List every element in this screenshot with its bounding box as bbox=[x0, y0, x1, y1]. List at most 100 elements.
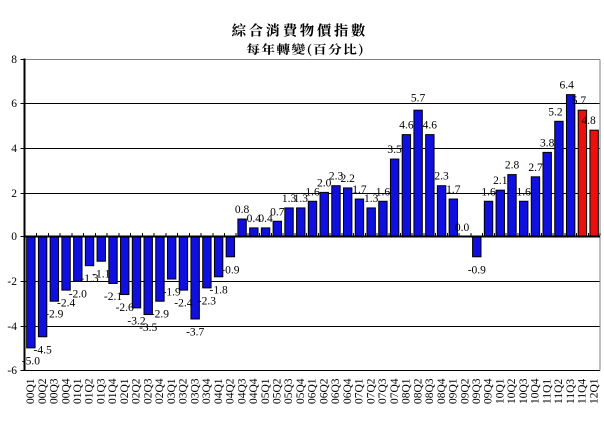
svg-text:03Q4: 03Q4 bbox=[201, 378, 213, 404]
svg-text:03Q1: 03Q1 bbox=[166, 378, 178, 404]
svg-text:07Q3: 07Q3 bbox=[377, 378, 389, 404]
svg-text:05Q4: 05Q4 bbox=[295, 378, 307, 404]
svg-text:11Q4: 11Q4 bbox=[577, 379, 589, 404]
svg-text:07Q1: 07Q1 bbox=[354, 378, 366, 404]
svg-text:09Q2: 09Q2 bbox=[459, 378, 471, 404]
svg-text:11Q1: 11Q1 bbox=[541, 379, 553, 404]
svg-text:2.1: 2.1 bbox=[493, 175, 508, 187]
svg-text:2.7: 2.7 bbox=[528, 162, 543, 174]
svg-text:0.8: 0.8 bbox=[235, 204, 250, 216]
svg-text:-3.7: -3.7 bbox=[186, 327, 204, 339]
svg-text:07Q2: 07Q2 bbox=[365, 378, 377, 404]
svg-text:-2.4: -2.4 bbox=[57, 298, 75, 310]
svg-text:05Q1: 05Q1 bbox=[260, 378, 272, 404]
svg-text:0: 0 bbox=[11, 231, 17, 243]
svg-text:04Q4: 04Q4 bbox=[248, 378, 260, 404]
svg-text:01Q4: 01Q4 bbox=[107, 378, 119, 404]
svg-text:09Q3: 09Q3 bbox=[471, 378, 483, 404]
svg-text:08Q3: 08Q3 bbox=[424, 378, 436, 404]
svg-text:1.3: 1.3 bbox=[294, 193, 309, 205]
svg-text:-1.8: -1.8 bbox=[209, 284, 227, 296]
svg-text:05Q3: 05Q3 bbox=[283, 378, 295, 404]
svg-text:2.0: 2.0 bbox=[317, 177, 332, 189]
svg-text:5.7: 5.7 bbox=[572, 95, 587, 107]
svg-text:-2.0: -2.0 bbox=[69, 289, 87, 301]
svg-text:-0.9: -0.9 bbox=[221, 264, 239, 276]
svg-text:6.4: 6.4 bbox=[560, 80, 575, 92]
svg-text:-1.1: -1.1 bbox=[92, 269, 110, 281]
svg-text:01Q1: 01Q1 bbox=[72, 378, 84, 404]
svg-text:00Q1: 00Q1 bbox=[25, 378, 37, 404]
svg-text:-2: -2 bbox=[7, 276, 17, 288]
svg-text:-2.9: -2.9 bbox=[151, 309, 169, 321]
svg-text:1.6: 1.6 bbox=[376, 186, 391, 198]
svg-text:10Q3: 10Q3 bbox=[518, 378, 530, 404]
svg-text:2.3: 2.3 bbox=[434, 171, 449, 183]
svg-text:08Q1: 08Q1 bbox=[401, 378, 413, 404]
svg-text:02Q1: 02Q1 bbox=[119, 378, 131, 404]
svg-text:-5.0: -5.0 bbox=[22, 355, 40, 367]
svg-text:00Q2: 00Q2 bbox=[37, 378, 49, 404]
svg-text:-2.9: -2.9 bbox=[45, 309, 63, 321]
svg-text:11Q3: 11Q3 bbox=[565, 379, 577, 404]
svg-text:01Q2: 01Q2 bbox=[84, 378, 96, 404]
svg-text:1.3: 1.3 bbox=[282, 193, 297, 205]
svg-text:07Q4: 07Q4 bbox=[389, 378, 401, 404]
svg-text:-2.6: -2.6 bbox=[116, 302, 134, 314]
svg-text:00Q4: 00Q4 bbox=[60, 378, 72, 404]
svg-text:05Q2: 05Q2 bbox=[272, 378, 284, 404]
svg-text:4.6: 4.6 bbox=[423, 120, 438, 132]
svg-text:04Q3: 04Q3 bbox=[236, 378, 248, 404]
svg-text:0.7: 0.7 bbox=[270, 206, 285, 218]
svg-text:5.2: 5.2 bbox=[548, 106, 563, 118]
svg-text:-6: -6 bbox=[7, 365, 17, 377]
svg-text:11Q2: 11Q2 bbox=[553, 379, 565, 404]
svg-text:03Q2: 03Q2 bbox=[178, 378, 190, 404]
svg-text:4.8: 4.8 bbox=[581, 115, 596, 127]
svg-text:10Q1: 10Q1 bbox=[495, 378, 507, 404]
svg-text:04Q2: 04Q2 bbox=[225, 378, 237, 404]
svg-text:10Q2: 10Q2 bbox=[506, 378, 518, 404]
svg-text:02Q2: 02Q2 bbox=[131, 378, 143, 404]
svg-text:2: 2 bbox=[11, 188, 17, 200]
svg-text:08Q2: 08Q2 bbox=[412, 378, 424, 404]
svg-text:-4: -4 bbox=[7, 321, 17, 333]
svg-text:4: 4 bbox=[11, 143, 17, 155]
svg-text:-0.9: -0.9 bbox=[468, 264, 486, 276]
svg-text:1.3: 1.3 bbox=[364, 193, 379, 205]
svg-text:1.7: 1.7 bbox=[446, 184, 461, 196]
svg-text:0.4: 0.4 bbox=[258, 213, 273, 225]
svg-text:10Q4: 10Q4 bbox=[530, 378, 542, 404]
svg-text:00Q3: 00Q3 bbox=[49, 378, 61, 404]
svg-text:3.5: 3.5 bbox=[387, 144, 402, 156]
svg-text:3.8: 3.8 bbox=[540, 137, 555, 149]
svg-text:03Q3: 03Q3 bbox=[189, 378, 201, 404]
svg-text:12Q1: 12Q1 bbox=[588, 378, 600, 404]
svg-text:02Q4: 02Q4 bbox=[154, 378, 166, 404]
svg-text:-3.2: -3.2 bbox=[127, 315, 145, 327]
svg-text:-2.3: -2.3 bbox=[198, 295, 216, 307]
svg-text:0.4: 0.4 bbox=[247, 213, 262, 225]
svg-text:6: 6 bbox=[11, 98, 17, 110]
svg-text:06Q2: 06Q2 bbox=[318, 378, 330, 404]
svg-text:1.6: 1.6 bbox=[481, 186, 496, 198]
svg-text:1.6: 1.6 bbox=[517, 186, 532, 198]
svg-text:1.6: 1.6 bbox=[305, 186, 320, 198]
svg-text:02Q3: 02Q3 bbox=[142, 378, 154, 404]
svg-text:0.0: 0.0 bbox=[455, 222, 470, 234]
svg-text:2.3: 2.3 bbox=[329, 171, 344, 183]
svg-text:09Q1: 09Q1 bbox=[448, 378, 460, 404]
svg-text:2.8: 2.8 bbox=[505, 160, 520, 172]
svg-text:-3.5: -3.5 bbox=[139, 322, 157, 334]
svg-text:5.7: 5.7 bbox=[411, 93, 426, 105]
svg-text:09Q4: 09Q4 bbox=[483, 378, 495, 404]
svg-text:-2.4: -2.4 bbox=[174, 298, 192, 310]
svg-text:-2.1: -2.1 bbox=[104, 291, 122, 303]
svg-text:1.7: 1.7 bbox=[352, 184, 367, 196]
svg-text:04Q1: 04Q1 bbox=[213, 378, 225, 404]
svg-text:08Q4: 08Q4 bbox=[436, 378, 448, 404]
svg-text:06Q1: 06Q1 bbox=[307, 378, 319, 404]
svg-text:4.6: 4.6 bbox=[399, 120, 414, 132]
svg-text:-4.5: -4.5 bbox=[33, 344, 51, 356]
svg-text:-1.3: -1.3 bbox=[80, 273, 98, 285]
